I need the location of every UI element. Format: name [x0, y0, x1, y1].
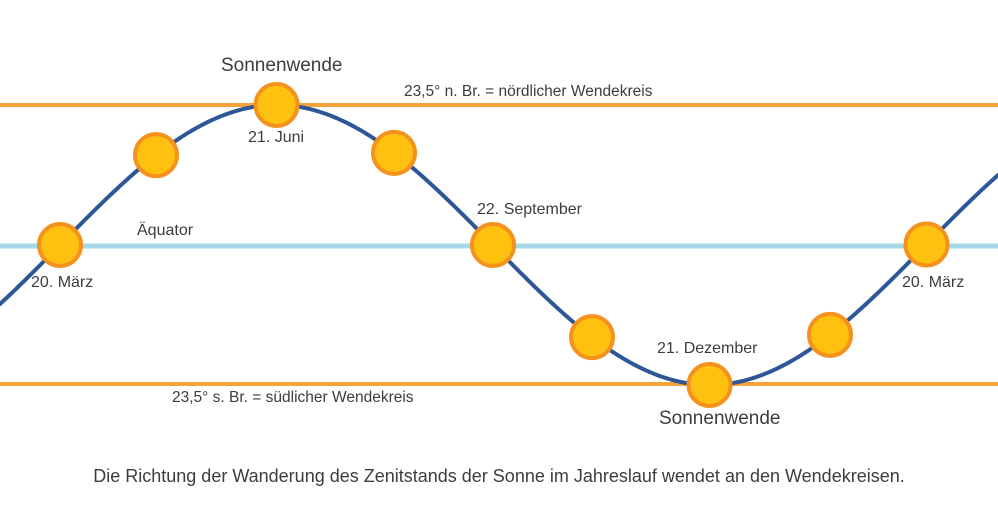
solstice-top-label: Sonnenwende: [221, 55, 343, 76]
december-date-label: 21. Dezember: [657, 340, 758, 357]
sun-marker: [470, 222, 516, 268]
sun-marker: [37, 222, 83, 268]
september-date-label: 22. September: [477, 201, 582, 218]
south-tropic-label: 23,5° s. Br. = südlicher Wendekreis: [172, 389, 414, 406]
caption-text: Die Richtung der Wanderung des Zenitstan…: [93, 466, 905, 486]
north-tropic-label: 23,5° n. Br. = nördlicher Wendekreis: [404, 83, 653, 100]
sun-marker: [807, 311, 853, 358]
sun-marker: [569, 314, 615, 361]
sun-marker: [253, 82, 300, 128]
equator-label: Äquator: [137, 222, 194, 239]
sun-marker: [903, 221, 950, 268]
march-date-label-left: 20. März: [31, 274, 94, 291]
sun-marker: [686, 362, 733, 408]
march-date-label-right: 20. März: [902, 274, 965, 291]
june-date-label: 21. Juni: [248, 129, 305, 146]
solstice-bottom-label: Sonnenwende: [659, 408, 781, 429]
sun-marker: [371, 129, 417, 176]
sun-marker: [133, 132, 179, 179]
sun-markers: [37, 82, 950, 408]
